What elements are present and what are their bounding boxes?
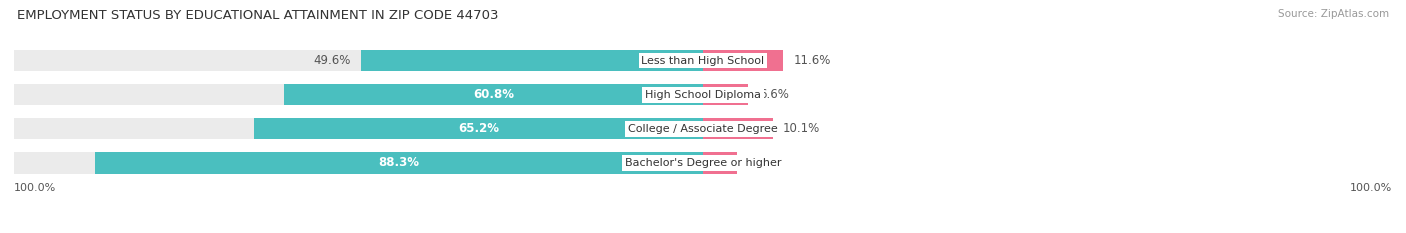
Bar [703, 50, 783, 71]
Text: 10.1%: 10.1% [783, 122, 820, 135]
Text: 65.2%: 65.2% [458, 122, 499, 135]
Text: High School Diploma: High School Diploma [645, 90, 761, 100]
Text: Less than High School: Less than High School [641, 56, 765, 66]
Bar [14, 84, 703, 105]
Text: EMPLOYMENT STATUS BY EDUCATIONAL ATTAINMENT IN ZIP CODE 44703: EMPLOYMENT STATUS BY EDUCATIONAL ATTAINM… [17, 9, 498, 22]
Text: 60.8%: 60.8% [472, 88, 515, 101]
Text: Source: ZipAtlas.com: Source: ZipAtlas.com [1278, 9, 1389, 19]
Text: 6.6%: 6.6% [759, 88, 789, 101]
Text: 100.0%: 100.0% [14, 183, 56, 193]
Text: Bachelor's Degree or higher: Bachelor's Degree or higher [624, 158, 782, 168]
Bar [14, 50, 703, 71]
Text: 88.3%: 88.3% [378, 157, 419, 169]
Bar [94, 152, 703, 174]
Bar [14, 118, 703, 140]
Bar [14, 152, 703, 174]
Bar [254, 118, 703, 140]
Bar [703, 84, 748, 105]
Bar [703, 118, 772, 140]
Bar [284, 84, 703, 105]
Bar [703, 152, 738, 174]
Text: 49.6%: 49.6% [314, 54, 352, 67]
Text: 5.0%: 5.0% [748, 157, 778, 169]
Text: 11.6%: 11.6% [793, 54, 831, 67]
Bar [361, 50, 703, 71]
Text: 100.0%: 100.0% [1350, 183, 1392, 193]
Text: College / Associate Degree: College / Associate Degree [628, 124, 778, 134]
